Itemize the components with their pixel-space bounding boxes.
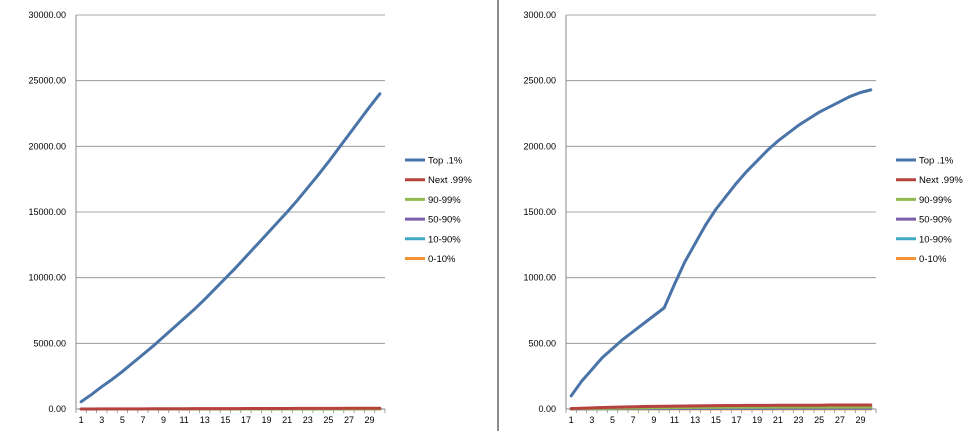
x-tick-label: 11 [670, 415, 679, 425]
x-tick-label: 9 [161, 415, 166, 425]
legend-label: Top .1% [428, 156, 463, 167]
x-tick-label: 23 [793, 415, 803, 425]
x-tick-label: 21 [773, 415, 783, 425]
x-tick-label: 27 [344, 415, 354, 425]
chart-panel-right: 0.00 500.00 1000.00 1500.00 2000.00 2500.00 30… [500, 0, 979, 431]
x-tick-label: 7 [631, 415, 636, 425]
x-tick-label: 5 [120, 415, 125, 425]
y-tick-label: 3000.00 [523, 10, 556, 20]
series-line-1 [569, 403, 873, 411]
x-tick-label: 13 [690, 415, 700, 425]
legend-label: 50-90% [428, 215, 461, 226]
x-tick-label: 15 [220, 415, 230, 425]
chart-left-svg: 0.00 5000.00 10000.00 15000.00 20000.00 25000… [28, 10, 472, 425]
legend-label: Next .99% [919, 175, 963, 186]
y-tick-label: 2500.00 [523, 76, 556, 86]
y-tick-label: 5000.00 [33, 338, 66, 348]
legend-label: Next .99% [428, 175, 472, 186]
series-line-1 [79, 406, 382, 411]
x-tick-label: 11 [179, 415, 188, 425]
x-tick-label: 9 [651, 415, 656, 425]
x-tick-label: 25 [323, 415, 333, 425]
series-line-0 [79, 92, 382, 404]
x-tick-label: 17 [241, 415, 251, 425]
x-tick-label: 25 [814, 415, 824, 425]
y-tick-label: 30000.00 [28, 10, 66, 20]
y-tick-label: 1000.00 [523, 273, 556, 283]
x-tick-label: 17 [731, 415, 741, 425]
legend-label: 10-90% [919, 234, 952, 245]
legend-label: 10-90% [428, 234, 461, 245]
x-tick-label: 13 [200, 415, 210, 425]
y-tick-label: 0.00 [538, 404, 556, 414]
y-tick-label: 500.00 [528, 338, 556, 348]
x-tick-label: 7 [140, 415, 145, 425]
y-tick-label: 15000.00 [28, 207, 66, 217]
x-tick-label: 15 [711, 415, 721, 425]
x-tick-label: 19 [262, 415, 272, 425]
legend-label: 0-10% [428, 254, 456, 265]
y-tick-label: 0.00 [48, 404, 66, 414]
x-tick-label: 29 [855, 415, 865, 425]
y-tick-label: 2000.00 [523, 141, 556, 151]
y-tick-label: 25000.00 [28, 76, 66, 86]
chart-panel-left: 0.00 5000.00 10000.00 15000.00 20000.00 25000… [28, 10, 473, 425]
chart-divider [497, 0, 499, 431]
x-tick-label: 19 [752, 415, 762, 425]
x-tick-label: 23 [303, 415, 313, 425]
x-tick-label: 1 [569, 415, 574, 425]
series-line-0 [569, 88, 873, 398]
x-tick-label: 1 [79, 415, 84, 425]
legend-label: Top .1% [919, 156, 954, 167]
x-tick-label: 3 [99, 415, 104, 425]
chart-right-svg: 0.00500.001000.001500.002000.002500.0030… [523, 10, 963, 425]
y-tick-label: 1500.00 [523, 207, 556, 217]
y-tick-label: 10000.00 [28, 273, 66, 283]
legend-label: 0-10% [919, 254, 947, 265]
x-tick-label: 21 [282, 415, 292, 425]
legend-label: 50-90% [919, 215, 952, 226]
y-tick-label: 20000.00 [28, 141, 66, 151]
x-tick-label: 29 [365, 415, 375, 425]
x-tick-label: 3 [589, 415, 594, 425]
x-tick-label: 5 [610, 415, 615, 425]
x-tick-label: 27 [835, 415, 845, 425]
legend-label: 90-99% [428, 195, 461, 206]
legend-label: 90-99% [919, 195, 952, 206]
